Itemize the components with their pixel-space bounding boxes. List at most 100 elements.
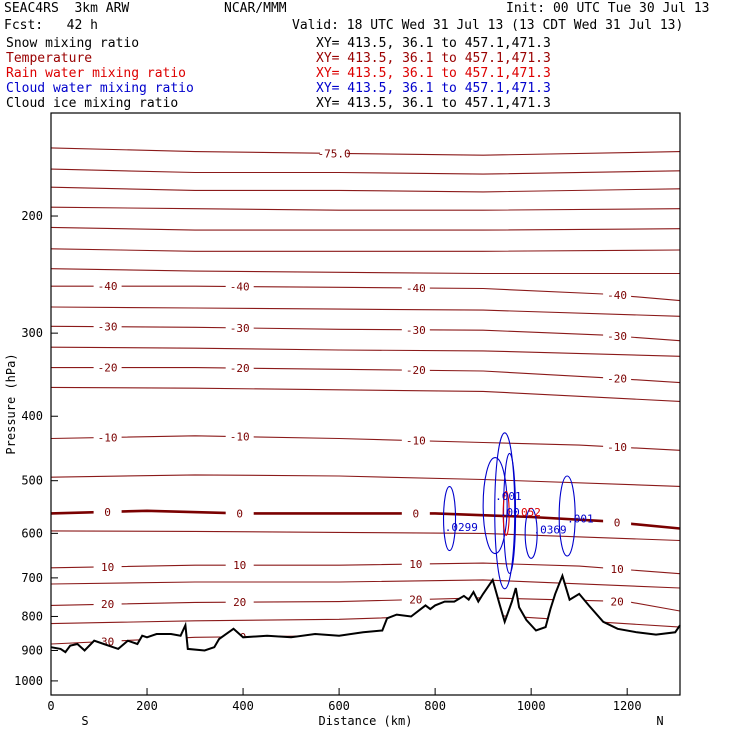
isotherm-label: -30	[406, 324, 426, 337]
y-tick-label: 1000	[14, 674, 43, 688]
isotherm-label: -40	[230, 281, 250, 294]
y-tick-label: 800	[21, 609, 43, 623]
isotherm-label-bg	[603, 595, 632, 608]
field-name-snow: Snow mixing ratio	[6, 36, 140, 51]
isotherm-label: 20	[233, 596, 246, 609]
north-label: N	[656, 714, 663, 728]
isotherm-label: 10	[409, 558, 422, 571]
field-name-cloud-water: Cloud water mixing ratio	[6, 81, 194, 96]
x-tick-label: 400	[232, 699, 254, 713]
isotherm-line	[51, 306, 680, 317]
isotherm-line	[51, 248, 680, 252]
isotherm-label: 0	[614, 516, 621, 529]
isotherm-line	[51, 325, 680, 342]
isotherm-label: -75.0	[317, 147, 350, 160]
cloud-contour	[502, 490, 510, 536]
y-tick-label: 400	[21, 409, 43, 423]
y-tick-label: 600	[21, 526, 43, 540]
field-xy-rain: XY= 413.5, 36.1 to 457.1,471.3	[316, 66, 551, 81]
x-tick-label: 800	[424, 699, 446, 713]
isotherm-label-bg	[603, 562, 632, 575]
terrain-fill	[51, 575, 680, 695]
center-label: NCAR/MMM	[224, 1, 287, 16]
field-xy-cloud-water: XY= 413.5, 36.1 to 457.1,471.3	[316, 81, 551, 96]
isotherm-line	[51, 346, 680, 357]
isotherm-label: -30	[230, 322, 250, 335]
isotherm-label: 20	[610, 595, 623, 608]
isotherm-label-bg	[603, 289, 632, 302]
isotherm-label: -30	[607, 330, 627, 343]
cloud-contour	[442, 485, 457, 552]
isotherm-label: -40	[607, 289, 627, 302]
y-axis-label: Pressure (hPa)	[4, 353, 18, 454]
valid-label: Valid: 18 UTC Wed 31 Jul 13 (13 CDT Wed …	[292, 18, 684, 33]
isotherm-line	[51, 474, 680, 487]
cloud-contour	[494, 432, 516, 590]
isotherm-label-bg	[401, 434, 430, 447]
isotherm-line	[51, 268, 680, 275]
field-xy-temperature: XY= 413.5, 36.1 to 457.1,471.3	[316, 51, 551, 66]
isotherm-label-bg	[401, 593, 430, 606]
isotherm-label-bg	[401, 281, 430, 294]
isotherm-label-bg	[401, 364, 430, 377]
isotherm-label: 10	[101, 561, 114, 574]
isotherm-label-bg	[401, 558, 430, 571]
isotherm-label-bg	[225, 596, 254, 609]
isotherm-label-bg	[225, 507, 254, 520]
isotherm-label: -20	[98, 362, 118, 375]
isotherm-line	[51, 226, 680, 231]
isotherm-label-bg	[603, 516, 632, 529]
hydrometeor-label: .0369	[534, 523, 567, 536]
isotherm-label: 10	[233, 559, 246, 572]
south-label: S	[81, 714, 88, 728]
isotherm-label-bg	[93, 598, 122, 611]
forecast-label: Fcst: 42 h	[4, 18, 98, 33]
isotherm-label: 20	[101, 598, 114, 611]
isotherm-label: -40	[406, 282, 426, 295]
isotherm-label-bg	[93, 560, 122, 573]
isotherm-label-bg	[225, 430, 254, 443]
field-xy-cloud-ice: XY= 413.5, 36.1 to 457.1,471.3	[316, 96, 551, 111]
y-tick-label: 500	[21, 474, 43, 488]
isotherm-line	[51, 147, 680, 156]
hydrometeor-label: .001	[567, 513, 594, 526]
isotherm-label: -10	[230, 431, 250, 444]
isotherm-label-bg	[603, 441, 632, 454]
isotherm-label-bg	[93, 361, 122, 374]
x-tick-label: 600	[328, 699, 350, 713]
isotherm-label: -10	[406, 435, 426, 448]
hydrometeor-label: .001	[495, 490, 522, 503]
isotherm-label-bg	[225, 321, 254, 334]
isotherm-label-bg	[320, 147, 349, 160]
isotherm-label-bg	[93, 505, 122, 518]
y-tick-label: 300	[21, 326, 43, 340]
isotherm-line	[51, 435, 680, 451]
isotherm-label-bg	[603, 330, 632, 343]
isotherm-label: -20	[406, 364, 426, 377]
x-axis-label: Distance (km)	[319, 714, 413, 728]
cloud-contour	[482, 457, 508, 555]
isotherm-label: -10	[607, 441, 627, 454]
isotherm-line	[51, 206, 680, 211]
isotherm-label: -10	[98, 431, 118, 444]
cloud-contour	[524, 507, 538, 559]
isotherm-line	[51, 168, 680, 175]
isotherm-label: 0	[236, 507, 243, 520]
hydrometeor-label: .052	[514, 506, 541, 519]
isotherm-label: -40	[98, 280, 118, 293]
isotherm-line	[51, 530, 680, 542]
isotherm-line	[51, 386, 680, 402]
isotherm-label: 0	[413, 507, 420, 520]
field-name-temperature: Temperature	[6, 51, 93, 66]
isotherm-label-bg	[93, 280, 122, 293]
isotherm-line	[51, 285, 680, 302]
field-xy-snow: XY= 413.5, 36.1 to 457.1,471.3	[316, 36, 551, 51]
hydrometeor-label: .0299	[445, 521, 478, 534]
terrain-line	[50, 572, 681, 654]
isotherm-label: 10	[610, 563, 623, 576]
field-name-rain: Rain water mixing ratio	[6, 66, 187, 81]
isotherm-label: -20	[230, 362, 250, 375]
model-label: SEAC4RS 3km ARW	[4, 1, 130, 16]
isotherm-label: 0	[104, 506, 111, 519]
